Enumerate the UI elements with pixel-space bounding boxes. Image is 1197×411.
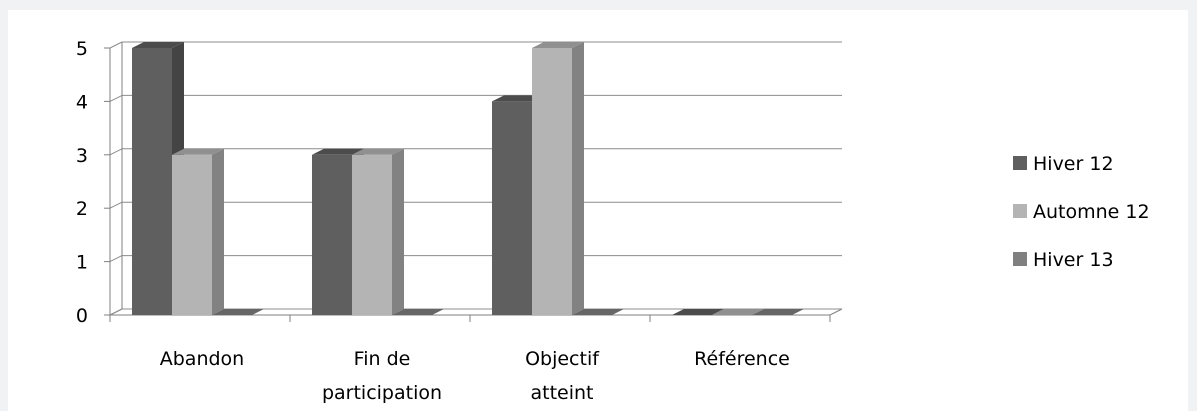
category-label: Référence bbox=[694, 348, 790, 370]
category-label: Objectif bbox=[525, 348, 600, 370]
bar-top bbox=[492, 95, 544, 102]
side-gridline bbox=[109, 255, 123, 263]
bar-top bbox=[532, 42, 584, 48]
y-tick-label: 2 bbox=[76, 198, 88, 220]
bar bbox=[312, 154, 352, 315]
bar bbox=[492, 101, 532, 316]
category-label: Abandon bbox=[160, 348, 244, 370]
side-gridline bbox=[109, 148, 123, 156]
side-gridline bbox=[109, 41, 123, 49]
y-tick-label: 4 bbox=[76, 91, 88, 113]
bar-top bbox=[132, 42, 184, 48]
bar-top bbox=[392, 309, 444, 315]
y-tick-label: 3 bbox=[76, 145, 88, 167]
bar bbox=[532, 48, 572, 315]
y-tick-label: 0 bbox=[76, 305, 88, 327]
legend-label: Automne 12 bbox=[1033, 201, 1150, 223]
bar-side bbox=[572, 42, 584, 315]
side-gridline bbox=[109, 94, 123, 102]
bar-top bbox=[352, 148, 404, 155]
bar-top bbox=[312, 148, 364, 155]
category-label: atteint bbox=[530, 382, 593, 404]
legend-swatch bbox=[1013, 204, 1027, 218]
bar-top bbox=[712, 309, 764, 315]
category-label: Fin de bbox=[354, 348, 411, 370]
bar-top bbox=[752, 309, 804, 315]
side-gridline bbox=[109, 201, 123, 209]
gridlines bbox=[109, 41, 842, 316]
legend-swatch bbox=[1013, 252, 1027, 266]
bar-side bbox=[392, 148, 404, 315]
bar-chart: 0 1 2 3 4 5 Abandon Fin de participation Objecti… bbox=[76, 38, 1150, 404]
bar-side bbox=[212, 148, 224, 315]
bar bbox=[172, 154, 212, 315]
bar-top bbox=[172, 148, 224, 155]
y-tick-labels: 0 1 2 3 4 5 bbox=[76, 38, 88, 327]
bar-top bbox=[672, 309, 724, 315]
chart-frame: 0 1 2 3 4 5 Abandon Fin de participation Objecti… bbox=[8, 10, 1188, 411]
legend-label: Hiver 13 bbox=[1033, 249, 1114, 271]
category-label: participation bbox=[322, 382, 442, 404]
axes bbox=[104, 42, 831, 322]
bar bbox=[352, 154, 392, 315]
bars bbox=[132, 42, 804, 316]
y-tick-label: 5 bbox=[76, 38, 88, 60]
category-labels: Abandon Fin de participation Objectif attein… bbox=[160, 348, 790, 404]
y-tick-label: 1 bbox=[76, 252, 88, 274]
bar bbox=[132, 48, 172, 315]
bar-top bbox=[212, 309, 264, 315]
legend: Hiver 12 Automne 12 Hiver 13 bbox=[1013, 153, 1150, 271]
legend-label: Hiver 12 bbox=[1033, 153, 1114, 175]
bar-top bbox=[572, 309, 624, 315]
legend-swatch bbox=[1013, 156, 1027, 170]
side-gridline bbox=[109, 308, 123, 316]
